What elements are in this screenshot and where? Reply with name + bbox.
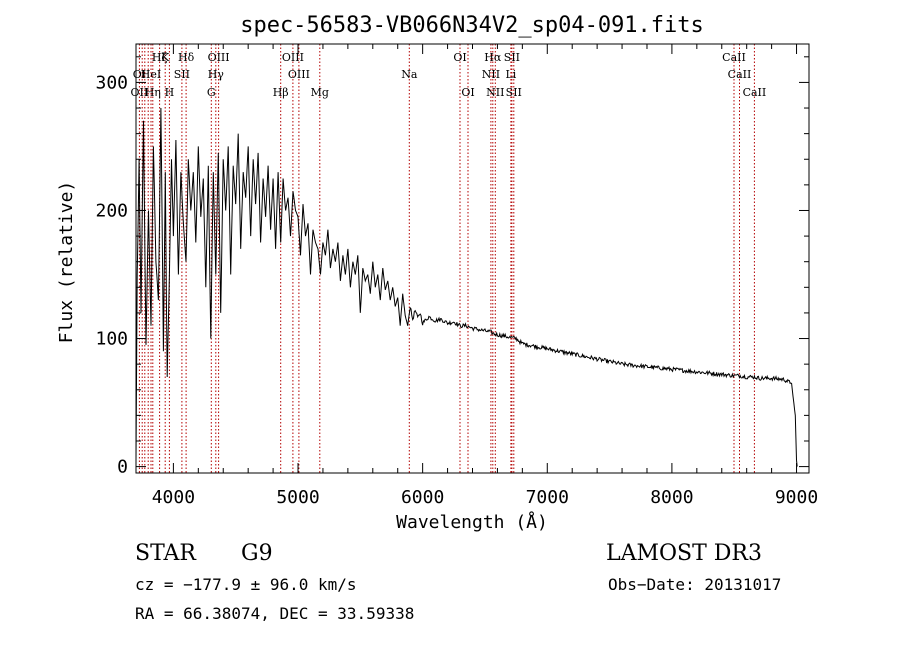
y-axis-label: Flux (relative) — [56, 181, 77, 344]
emission-line-label: K — [161, 51, 170, 64]
emission-line-label: OI — [453, 51, 466, 64]
x-tick-label: 7000 — [526, 487, 569, 508]
emission-line-label: Hγ — [208, 68, 225, 81]
x-tick-label: 4000 — [152, 487, 195, 508]
object-type: STAR — [135, 541, 197, 566]
x-axis-label: Wavelength (Å) — [396, 511, 548, 533]
y-tick-label: 200 — [95, 200, 128, 221]
emission-line-label: Li — [505, 68, 516, 81]
spectrum-line — [135, 107, 798, 467]
emission-line-label: NII — [482, 68, 500, 81]
emission-line-label: OIII — [288, 68, 310, 81]
emission-line-label: CaII — [728, 68, 752, 81]
y-tick-label: 100 — [95, 329, 128, 350]
emission-line-label: Hη — [145, 86, 161, 99]
emission-line-label: SII — [504, 51, 520, 64]
emission-line-label: OIII — [208, 51, 230, 64]
survey-name: LAMOST DR3 — [606, 541, 762, 566]
x-axis-ticks: 4000 5000 6000 7000 8000 9000 — [152, 44, 818, 508]
emission-line-label: Mg — [311, 86, 329, 99]
emission-line-label: H — [165, 86, 175, 99]
emission-line-label: SII — [174, 68, 190, 81]
x-tick-label: 8000 — [650, 487, 693, 508]
velocity: cz = −177.9 ± 96.0 km/s — [135, 575, 357, 594]
x-tick-label: 6000 — [401, 487, 444, 508]
obs-date: Obs−Date: 20131017 — [608, 575, 781, 594]
emission-line-label: G — [207, 86, 216, 99]
emission-line-label: Hζ — [152, 51, 168, 64]
chart-title: spec-56583-VB066N34V2_sp04-091.fits — [240, 13, 704, 38]
emission-line-label: Hα — [484, 51, 502, 64]
emission-line-label: OIII — [282, 51, 304, 64]
y-tick-label: 300 — [95, 72, 128, 93]
emission-line-label: Hβ — [273, 86, 289, 99]
x-tick-label: 5000 — [276, 487, 319, 508]
plot-frame — [135, 43, 810, 474]
subclass: G9 — [241, 541, 273, 566]
emission-line-label: HeI — [141, 68, 161, 81]
emission-line-label: OII — [131, 86, 149, 99]
emission-line-label: NII — [486, 86, 504, 99]
emission-line-label: SII — [506, 86, 522, 99]
y-axis-ticks: 0 100 200 300 — [95, 56, 809, 478]
x-tick-label: 9000 — [775, 487, 818, 508]
emission-line-label: CaII — [743, 86, 767, 99]
emission-line-label: Hδ — [178, 51, 195, 64]
emission-line-label: CaII — [722, 51, 746, 64]
emission-line-markers — [138, 44, 755, 473]
y-tick-label: 0 — [117, 457, 128, 478]
emission-line-label: OI — [461, 86, 474, 99]
emission-line-label: Na — [401, 68, 418, 81]
coordinates: RA = 66.38074, DEC = 33.59338 — [135, 604, 414, 623]
